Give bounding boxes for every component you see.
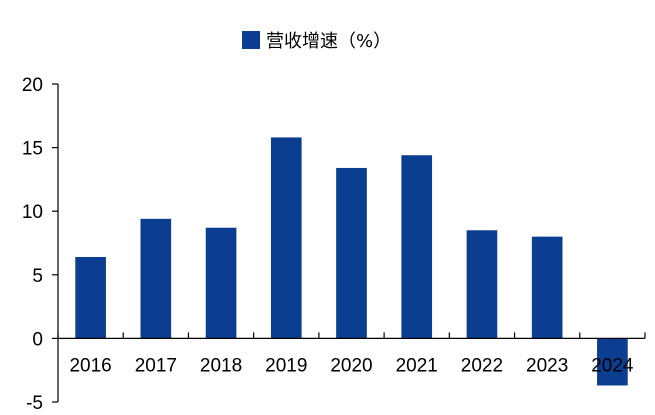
x-tick-label: 2020 [330, 355, 372, 376]
y-axis: -5 0 5 10 15 20 [22, 75, 59, 414]
y-tick-label: -5 [26, 393, 43, 414]
x-tick-label: 2017 [135, 355, 177, 376]
x-tick-label: 2016 [69, 355, 111, 376]
x-tick-label: 2021 [396, 355, 438, 376]
y-tick-label: 5 [32, 266, 43, 287]
y-tick-label: 20 [22, 75, 43, 96]
legend: 营收增速（%） [242, 31, 391, 52]
bar-2016 [75, 256, 106, 339]
bar-2021 [401, 155, 433, 339]
bar-2024 [597, 338, 628, 386]
bars [75, 137, 628, 386]
x-tick-label: 2019 [265, 355, 307, 376]
x-tick-label: 2022 [461, 355, 503, 376]
bar-2023 [531, 236, 563, 339]
bar-2017 [140, 218, 172, 339]
x-tick-label: 2024 [591, 355, 634, 376]
x-tick-label: 2018 [200, 355, 242, 376]
y-tick-label: 0 [32, 329, 43, 350]
bar-2020 [336, 167, 367, 339]
bar-2022 [466, 230, 498, 339]
bar-2018 [205, 227, 237, 339]
y-tick-label: 15 [22, 139, 43, 160]
legend-label: 营收增速（%） [266, 31, 391, 52]
x-tick-label: 2023 [526, 355, 568, 376]
y-tick-label: 10 [22, 202, 43, 223]
bar-2019 [270, 137, 302, 339]
x-axis: 2016 2017 2018 2019 2020 2021 2022 2023 2024 [57, 332, 646, 376]
legend-swatch [242, 31, 260, 49]
